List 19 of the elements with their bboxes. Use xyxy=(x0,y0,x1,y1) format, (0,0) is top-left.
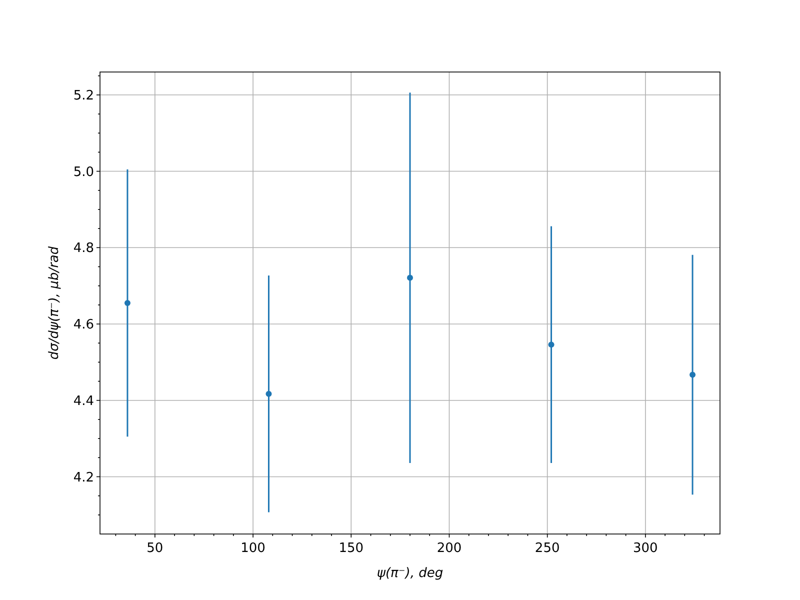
y-tick-label: 4.6 xyxy=(73,318,94,333)
x-tick-label: 100 xyxy=(240,541,266,556)
point xyxy=(124,300,130,306)
point xyxy=(266,390,272,397)
x-tick-label: 50 xyxy=(146,541,164,556)
x-tick-label: 300 xyxy=(633,541,658,556)
y-axis-title: dσ/dψ(π⁻), μb/rad xyxy=(47,246,62,360)
point xyxy=(407,274,413,281)
y-tick-label: 4.2 xyxy=(73,470,94,486)
point xyxy=(690,372,696,378)
y-tick-label: 5.2 xyxy=(73,88,94,104)
y-tick-label: 4.8 xyxy=(73,241,94,256)
x-tick-label: 150 xyxy=(338,541,364,556)
x-axis-title: ψ(π⁻), deg xyxy=(376,566,444,581)
y-tick-label: 4.4 xyxy=(73,394,94,409)
y-tick-label: 5.0 xyxy=(73,164,94,180)
x-tick-label: 200 xyxy=(436,541,462,556)
point xyxy=(548,342,554,348)
x-tick-label: 250 xyxy=(534,541,560,556)
